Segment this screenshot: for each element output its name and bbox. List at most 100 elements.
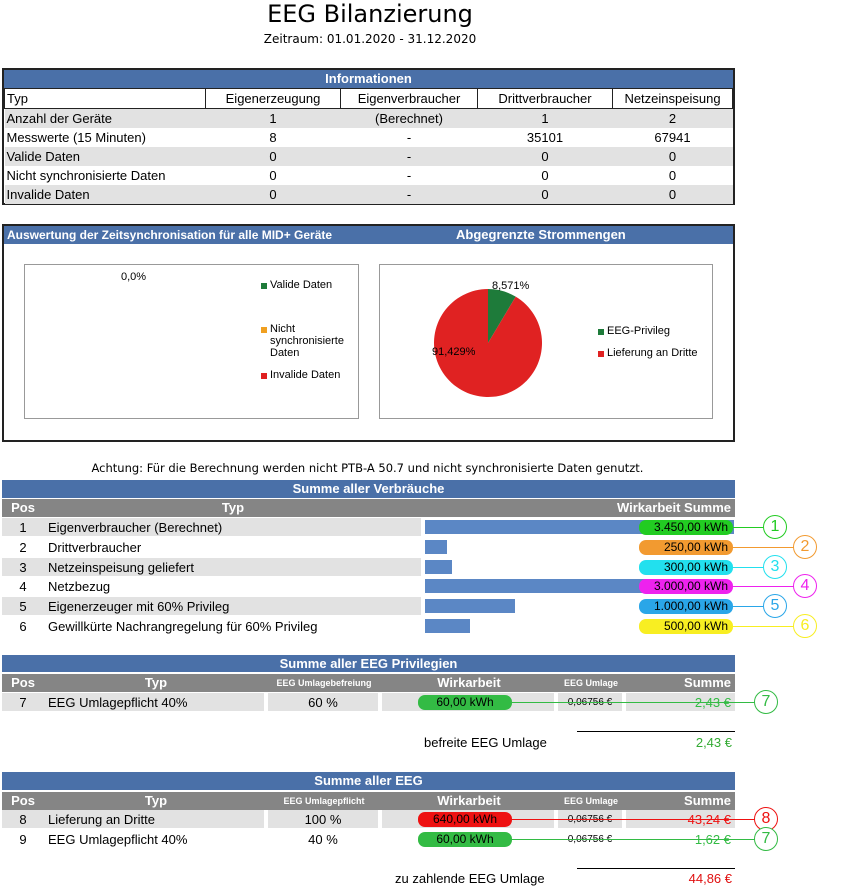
value-pill: 3.450,00 kWh bbox=[639, 520, 733, 535]
sync-chart: 0,0% Valide Daten Nicht synchronisierte … bbox=[24, 264, 359, 419]
connector-line bbox=[733, 527, 763, 528]
row-pos: 4 bbox=[19, 579, 27, 594]
row-typ: Netzbezug bbox=[48, 579, 111, 594]
pie-label-lieferung: 91,429% bbox=[432, 346, 476, 358]
info-col-typ: Typ bbox=[4, 88, 206, 109]
col-typ: Typ bbox=[221, 500, 245, 515]
total-line bbox=[577, 731, 735, 732]
row-pos: 6 bbox=[19, 619, 27, 634]
table-row: Anzahl der Geräte 1 (Berechnet) 1 2 bbox=[4, 108, 733, 128]
row-typ: Eigenverbraucher (Berechnet) bbox=[48, 520, 223, 535]
connector-line bbox=[512, 702, 762, 703]
table-cell-bg bbox=[268, 693, 378, 711]
legend-swatch bbox=[261, 283, 267, 289]
legend-swatch bbox=[598, 351, 604, 357]
legend-invalide: Invalide Daten bbox=[261, 369, 356, 381]
marker-circle: 6 bbox=[793, 614, 817, 638]
row-pos: 3 bbox=[19, 560, 27, 575]
pie-slice-lieferung bbox=[434, 289, 542, 397]
right-chart-title: Abgegrenzte Strommengen bbox=[456, 227, 626, 242]
table-row: Invalide Daten 0-0 0 bbox=[4, 185, 733, 204]
row-pos: 5 bbox=[19, 599, 27, 614]
value-bar bbox=[425, 579, 694, 593]
legend-valide: Valide Daten bbox=[261, 279, 356, 291]
value-bar bbox=[425, 540, 447, 554]
work-pill: 60,00 kWh bbox=[418, 832, 512, 847]
connector-line bbox=[733, 606, 763, 607]
legend-swatch bbox=[261, 327, 267, 333]
consumption-header: Pos Typ Wirkarbeit Summe bbox=[2, 499, 735, 517]
connector-line bbox=[512, 839, 762, 840]
value-pill: 300,00 kWh bbox=[639, 560, 733, 575]
row-pos: 1 bbox=[19, 520, 27, 535]
eeg-total-value: 44,86 € bbox=[688, 871, 732, 886]
table-row bbox=[2, 558, 421, 576]
charts-panel: Auswertung der Zeitsynchronisation für a… bbox=[2, 224, 735, 442]
row-typ: Eigenerzeuger mit 60% Privileg bbox=[48, 599, 230, 614]
page-title: EEG Bilanzierung bbox=[267, 0, 473, 28]
row-pos: 9 bbox=[19, 832, 27, 847]
strom-chart: 8,571% 91,429% EEG-Privileg Lieferung an… bbox=[379, 264, 713, 419]
table-row: Valide Daten 0-0 0 bbox=[4, 147, 733, 166]
row-pos: 2 bbox=[19, 540, 27, 555]
value-pill: 250,00 kWh bbox=[639, 540, 733, 555]
value-pill: 3.000,00 kWh bbox=[639, 579, 733, 594]
row-pos: 8 bbox=[19, 812, 27, 827]
table-row bbox=[2, 693, 264, 711]
connector-line bbox=[733, 586, 763, 587]
value-pill: 500,00 kWh bbox=[639, 619, 733, 634]
value-bar bbox=[425, 619, 470, 633]
row-typ: Netzeinspeisung geliefert bbox=[48, 560, 194, 575]
row-pct: 100 % bbox=[304, 812, 342, 827]
info-table: Informationen Typ Eigenerzeugung Eigenve… bbox=[2, 68, 735, 205]
charts-header: Auswertung der Zeitsynchronisation für a… bbox=[4, 226, 733, 244]
row-typ: EEG Umlagepflicht 40% bbox=[48, 695, 188, 710]
row-pct: 40 % bbox=[308, 832, 338, 847]
connector-line bbox=[733, 567, 763, 568]
privileges-title: Summe aller EEG Privilegien bbox=[2, 655, 735, 672]
marker-circle: 5 bbox=[763, 594, 787, 618]
table-row bbox=[2, 810, 264, 828]
total-line bbox=[577, 868, 735, 869]
table-row bbox=[2, 597, 421, 615]
legend-eeg-privileg: EEG-Privileg bbox=[598, 325, 670, 337]
eeg-header: Pos Typ EEG Umlagepflicht Wirkarbeit EEG… bbox=[2, 792, 735, 810]
table-row: Messwerte (15 Minuten) 8-35101 67941 bbox=[6, 130, 691, 145]
table-cell-bg bbox=[268, 810, 378, 828]
privileges-header: Pos Typ EEG Umlagebefreiung Wirkarbeit E… bbox=[2, 674, 735, 692]
value-bar bbox=[425, 599, 515, 613]
eeg-total-label: zu zahlende EEG Umlage bbox=[395, 871, 545, 886]
marker-circle: 1 bbox=[763, 515, 787, 539]
connector-line bbox=[760, 626, 794, 627]
legend-swatch bbox=[261, 373, 267, 379]
value-bar bbox=[425, 560, 452, 574]
pie-slice-eeg-privileg bbox=[488, 289, 516, 343]
info-col-3: Drittverbraucher bbox=[477, 88, 613, 109]
marker-circle: 3 bbox=[763, 555, 787, 579]
note: Achtung: Für die Berechnung werden nicht… bbox=[91, 461, 644, 475]
marker-circle: 2 bbox=[793, 535, 817, 559]
info-col-4: Netzeinspeisung bbox=[612, 88, 733, 109]
pie-chart: 8,571% 91,429% bbox=[432, 280, 542, 397]
col-pos: Pos bbox=[11, 500, 35, 515]
consumption-title: Summe aller Verbräuche bbox=[2, 480, 735, 498]
marker-circle: 4 bbox=[793, 574, 817, 598]
connector-line bbox=[760, 547, 794, 548]
legend-nicht-sync: Nicht synchronisierte Daten bbox=[261, 323, 356, 359]
work-pill: 60,00 kWh bbox=[418, 695, 512, 710]
work-pill: 640,00 kWh bbox=[418, 812, 512, 827]
row-typ: Lieferung an Dritte bbox=[48, 812, 155, 827]
connector-line bbox=[733, 547, 763, 548]
eeg-title: Summe aller EEG bbox=[2, 772, 735, 790]
col-sum: Wirkarbeit Summe bbox=[616, 500, 731, 515]
privileges-total-label: befreite EEG Umlage bbox=[424, 735, 547, 750]
row-pos: 7 bbox=[19, 695, 27, 710]
privileges-total-value: 2,43 € bbox=[695, 735, 732, 750]
row-typ: Drittverbraucher bbox=[48, 540, 142, 555]
info-title: Informationen bbox=[4, 70, 733, 88]
row-typ: EEG Umlagepflicht 40% bbox=[48, 832, 188, 847]
row-pct: 60 % bbox=[308, 695, 338, 710]
marker-circle: 7 bbox=[754, 827, 778, 851]
info-col-1: Eigenerzeugung bbox=[205, 88, 341, 109]
legend-swatch bbox=[598, 329, 604, 335]
